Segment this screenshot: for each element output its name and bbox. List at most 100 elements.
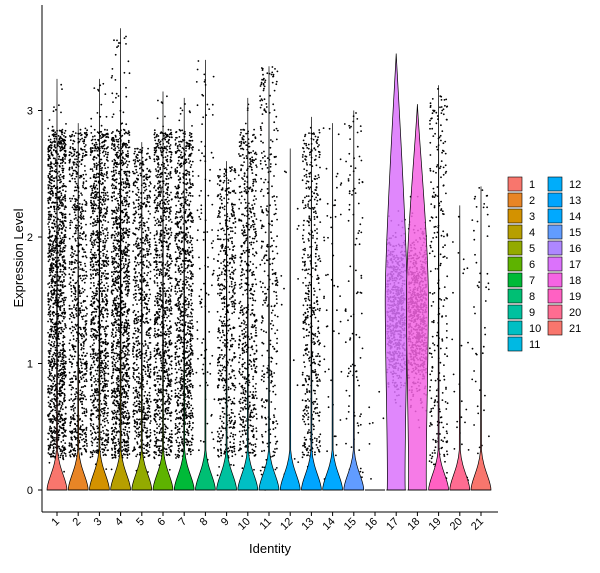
jitter-point	[61, 159, 64, 162]
jitter-point	[115, 352, 117, 355]
jitter-point	[110, 335, 113, 337]
jitter-point	[106, 132, 109, 135]
jitter-point	[102, 175, 105, 178]
jitter-point	[110, 76, 113, 79]
jitter-point	[73, 447, 76, 450]
jitter-point	[71, 386, 74, 389]
jitter-point	[112, 113, 115, 116]
jitter-point	[116, 140, 118, 143]
jitter-point	[48, 221, 50, 224]
jitter-point	[59, 268, 62, 271]
jitter-point	[111, 304, 114, 307]
jitter-point	[51, 187, 53, 190]
jitter-point	[92, 334, 95, 337]
jitter-point	[52, 275, 54, 278]
jitter-point	[59, 374, 62, 377]
jitter-point	[114, 368, 117, 371]
jitter-point	[84, 262, 86, 265]
jitter-point	[65, 417, 67, 420]
jitter-point	[51, 235, 53, 238]
jitter-point	[58, 199, 61, 201]
jitter-point	[107, 367, 110, 370]
jitter-point	[62, 248, 64, 251]
jitter-point	[68, 349, 71, 351]
jitter-point	[106, 156, 108, 159]
jitter-point	[114, 230, 116, 233]
jitter-point	[94, 177, 97, 179]
jitter-point	[127, 245, 129, 248]
jitter-point	[74, 158, 76, 161]
jitter-point	[84, 255, 87, 257]
jitter-point	[63, 303, 65, 306]
jitter-point	[81, 370, 84, 373]
jitter-point	[115, 254, 118, 257]
jitter-point	[81, 208, 84, 211]
jitter-point	[127, 363, 130, 366]
jitter-point	[59, 220, 62, 223]
jitter-point	[95, 173, 98, 176]
jitter-point	[114, 442, 116, 444]
jitter-point	[79, 389, 82, 392]
jitter-point	[104, 333, 106, 335]
jitter-point	[58, 223, 61, 226]
jitter-point	[102, 252, 105, 255]
jitter-point	[74, 203, 76, 206]
jitter-point	[91, 348, 94, 350]
jitter-point	[69, 430, 71, 433]
jitter-point	[60, 194, 63, 197]
jitter-point	[137, 436, 140, 438]
jitter-point	[116, 288, 118, 291]
jitter-point	[110, 322, 113, 325]
jitter-point	[101, 172, 103, 175]
jitter-point	[90, 330, 93, 332]
jitter-point	[102, 229, 104, 232]
jitter-point	[73, 211, 76, 214]
jitter-point	[139, 172, 142, 175]
jitter-point	[62, 315, 65, 318]
jitter-point	[143, 272, 146, 275]
jitter-point	[149, 264, 152, 267]
jitter-point	[126, 164, 129, 166]
jitter-point	[144, 185, 147, 188]
jitter-point	[105, 229, 108, 231]
jitter-point	[123, 208, 126, 211]
jitter-point	[50, 147, 53, 150]
jitter-point	[143, 306, 146, 309]
jitter-point	[63, 285, 66, 288]
jitter-point	[96, 394, 98, 396]
jitter-point	[93, 128, 96, 131]
jitter-point	[64, 195, 66, 198]
jitter-point	[58, 142, 61, 145]
jitter-point	[137, 242, 140, 245]
jitter-point	[96, 221, 98, 224]
jitter-point	[75, 395, 77, 398]
jitter-point	[47, 292, 50, 295]
jitter-point	[85, 427, 88, 430]
jitter-point	[49, 305, 52, 307]
jitter-point	[123, 198, 125, 201]
jitter-point	[92, 159, 95, 161]
jitter-point	[104, 446, 107, 449]
jitter-point	[94, 221, 96, 223]
jitter-point	[80, 133, 83, 136]
jitter-point	[143, 197, 146, 200]
jitter-point	[63, 219, 66, 222]
jitter-point	[105, 254, 108, 256]
jitter-point	[69, 139, 72, 142]
jitter-point	[103, 418, 106, 420]
jitter-point	[117, 297, 120, 300]
jitter-point	[123, 172, 126, 175]
jitter-point	[47, 438, 49, 441]
jitter-point	[134, 282, 137, 284]
jitter-point	[93, 242, 95, 244]
jitter-point	[64, 216, 67, 219]
jitter-point	[51, 444, 53, 447]
jitter-point	[126, 457, 129, 459]
jitter-point	[73, 398, 76, 401]
jitter-point	[91, 394, 94, 397]
jitter-point	[93, 363, 96, 366]
jitter-point	[59, 305, 62, 307]
jitter-point	[49, 243, 51, 246]
jitter-point	[123, 215, 126, 218]
jitter-point	[104, 162, 106, 165]
